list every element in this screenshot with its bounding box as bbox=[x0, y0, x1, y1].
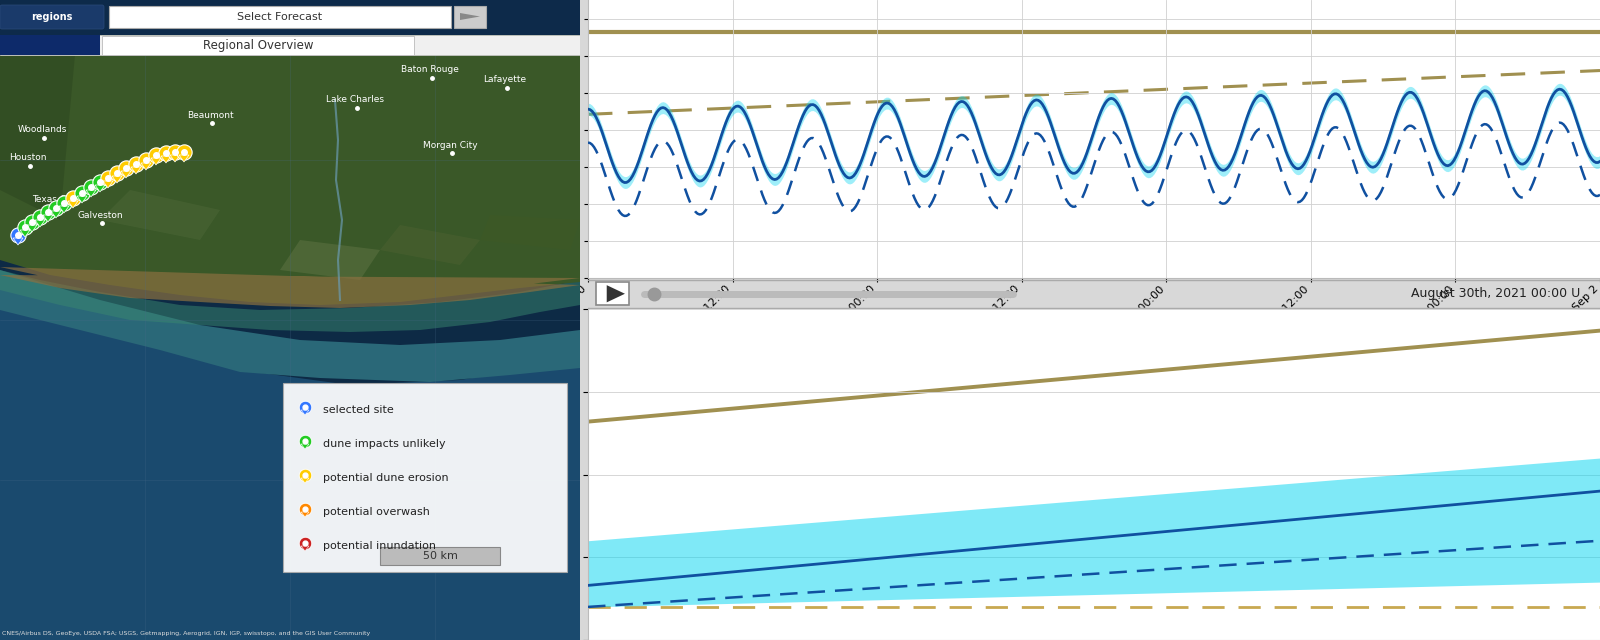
Text: August 30th, 2021 00:00 U: August 30th, 2021 00:00 U bbox=[1411, 287, 1579, 300]
Polygon shape bbox=[606, 285, 626, 302]
Y-axis label: Elevation [m above MSL]: Elevation [m above MSL] bbox=[533, 61, 546, 218]
Polygon shape bbox=[99, 190, 221, 240]
Text: Beaumont: Beaumont bbox=[187, 111, 234, 120]
Polygon shape bbox=[0, 0, 579, 305]
Polygon shape bbox=[301, 512, 309, 517]
Polygon shape bbox=[0, 270, 579, 382]
Bar bbox=[0, 35, 579, 55]
Text: Baton Rouge: Baton Rouge bbox=[402, 65, 459, 74]
Text: Select Forecast: Select Forecast bbox=[237, 12, 323, 22]
Polygon shape bbox=[27, 225, 37, 232]
Polygon shape bbox=[0, 267, 579, 308]
FancyBboxPatch shape bbox=[283, 383, 566, 572]
Polygon shape bbox=[301, 478, 309, 483]
Text: selected site: selected site bbox=[323, 405, 394, 415]
Text: Lafayette: Lafayette bbox=[483, 76, 526, 84]
Bar bbox=[381, 547, 499, 565]
Polygon shape bbox=[381, 225, 480, 265]
Text: Lake Charles: Lake Charles bbox=[326, 95, 384, 104]
Text: potential overwash: potential overwash bbox=[323, 507, 430, 517]
Polygon shape bbox=[102, 181, 114, 188]
Text: potential dune erosion: potential dune erosion bbox=[323, 473, 448, 483]
Polygon shape bbox=[170, 155, 179, 162]
Bar bbox=[0, 35, 99, 55]
Polygon shape bbox=[122, 171, 131, 178]
Polygon shape bbox=[162, 156, 171, 163]
Polygon shape bbox=[301, 410, 309, 415]
Polygon shape bbox=[301, 546, 309, 551]
Text: potential inundation: potential inundation bbox=[323, 541, 435, 551]
Text: dune impacts unlikely: dune impacts unlikely bbox=[323, 439, 446, 449]
Polygon shape bbox=[480, 215, 579, 250]
FancyBboxPatch shape bbox=[597, 282, 629, 305]
Polygon shape bbox=[131, 167, 141, 174]
Polygon shape bbox=[461, 13, 480, 20]
Polygon shape bbox=[94, 185, 106, 192]
Polygon shape bbox=[43, 215, 53, 222]
Text: Morgan City: Morgan City bbox=[422, 141, 477, 150]
Polygon shape bbox=[0, 0, 80, 220]
Polygon shape bbox=[13, 238, 22, 245]
Text: CNES/Airbus DS, GeoEye, USDA FSA; USGS, Getmapping, Aerogrid, IGN, IGP, swisstop: CNES/Airbus DS, GeoEye, USDA FSA; USGS, … bbox=[2, 631, 370, 636]
FancyBboxPatch shape bbox=[109, 6, 451, 28]
Polygon shape bbox=[19, 230, 30, 237]
Polygon shape bbox=[301, 444, 309, 449]
Polygon shape bbox=[280, 240, 381, 280]
Text: 50 km: 50 km bbox=[422, 551, 458, 561]
Polygon shape bbox=[35, 220, 45, 227]
Bar bbox=[0, 0, 579, 35]
Polygon shape bbox=[141, 163, 150, 170]
FancyBboxPatch shape bbox=[0, 5, 104, 29]
FancyBboxPatch shape bbox=[102, 36, 414, 55]
Polygon shape bbox=[51, 211, 61, 218]
Text: Galveston: Galveston bbox=[77, 211, 123, 220]
Text: Houston: Houston bbox=[10, 154, 46, 163]
Polygon shape bbox=[150, 158, 162, 165]
Text: Woodlands: Woodlands bbox=[18, 125, 67, 134]
Polygon shape bbox=[0, 270, 579, 332]
Polygon shape bbox=[59, 206, 69, 213]
Polygon shape bbox=[86, 190, 96, 197]
Polygon shape bbox=[179, 155, 189, 162]
Polygon shape bbox=[0, 280, 579, 640]
Text: regions: regions bbox=[32, 12, 72, 22]
Y-axis label:   above MSL]: above MSL] bbox=[542, 434, 555, 515]
Polygon shape bbox=[67, 201, 78, 208]
FancyBboxPatch shape bbox=[454, 6, 486, 28]
Polygon shape bbox=[77, 196, 86, 203]
Text: Texas City: Texas City bbox=[32, 195, 78, 205]
Text: Regional Overview: Regional Overview bbox=[203, 38, 314, 51]
Polygon shape bbox=[112, 176, 122, 183]
